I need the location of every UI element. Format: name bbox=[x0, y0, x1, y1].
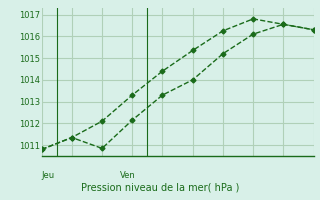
Text: Pression niveau de la mer( hPa ): Pression niveau de la mer( hPa ) bbox=[81, 182, 239, 192]
Text: Ven: Ven bbox=[120, 171, 136, 180]
Text: Jeu: Jeu bbox=[42, 171, 55, 180]
